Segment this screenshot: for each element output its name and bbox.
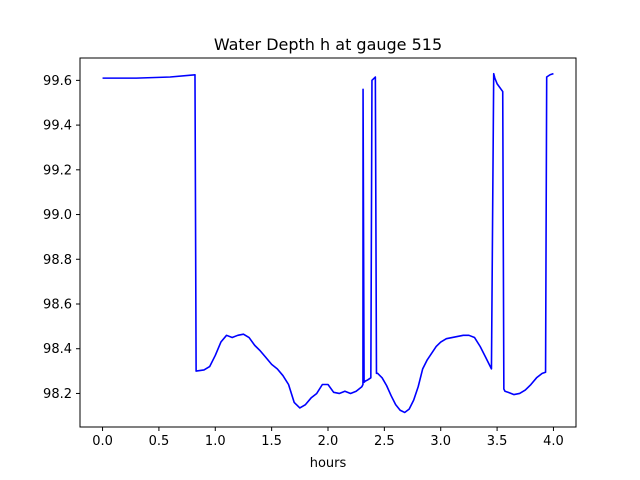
y-tick-label: 98.8 bbox=[43, 253, 72, 268]
x-tick-label: 2.5 bbox=[374, 434, 395, 449]
x-tick-label: 1.5 bbox=[261, 434, 282, 449]
axes: 0.0 0.5 1.0 1.5 2.0 2.5 3.0 3.5 4.0 98.2 98.4 98.6 9… bbox=[43, 57, 577, 449]
series-line-1 bbox=[102, 72, 554, 414]
x-tick-label: 0.0 bbox=[92, 434, 113, 449]
x-axis-label: hours bbox=[310, 456, 347, 471]
y-tick-label: 98.4 bbox=[43, 342, 72, 357]
x-tick-label: 1.0 bbox=[205, 434, 226, 449]
plot-area bbox=[102, 72, 554, 414]
y-tick-label: 99.6 bbox=[43, 74, 72, 89]
y-tick-label: 98.6 bbox=[43, 298, 72, 313]
x-tick-label: 0.5 bbox=[149, 434, 170, 449]
chart-title: Water Depth h at gauge 515 bbox=[214, 35, 442, 54]
plot-frame bbox=[79, 57, 577, 428]
x-tick-label: 3.5 bbox=[487, 434, 508, 449]
y-tick-label: 98.2 bbox=[43, 387, 72, 402]
y-tick-label: 99.4 bbox=[43, 119, 72, 134]
x-tick-label: 3.0 bbox=[430, 434, 451, 449]
x-tick-label: 2.0 bbox=[318, 434, 339, 449]
y-tick-label: 99.0 bbox=[43, 208, 72, 223]
y-tick-label: 99.2 bbox=[43, 163, 72, 178]
x-tick-label: 4.0 bbox=[543, 434, 564, 449]
